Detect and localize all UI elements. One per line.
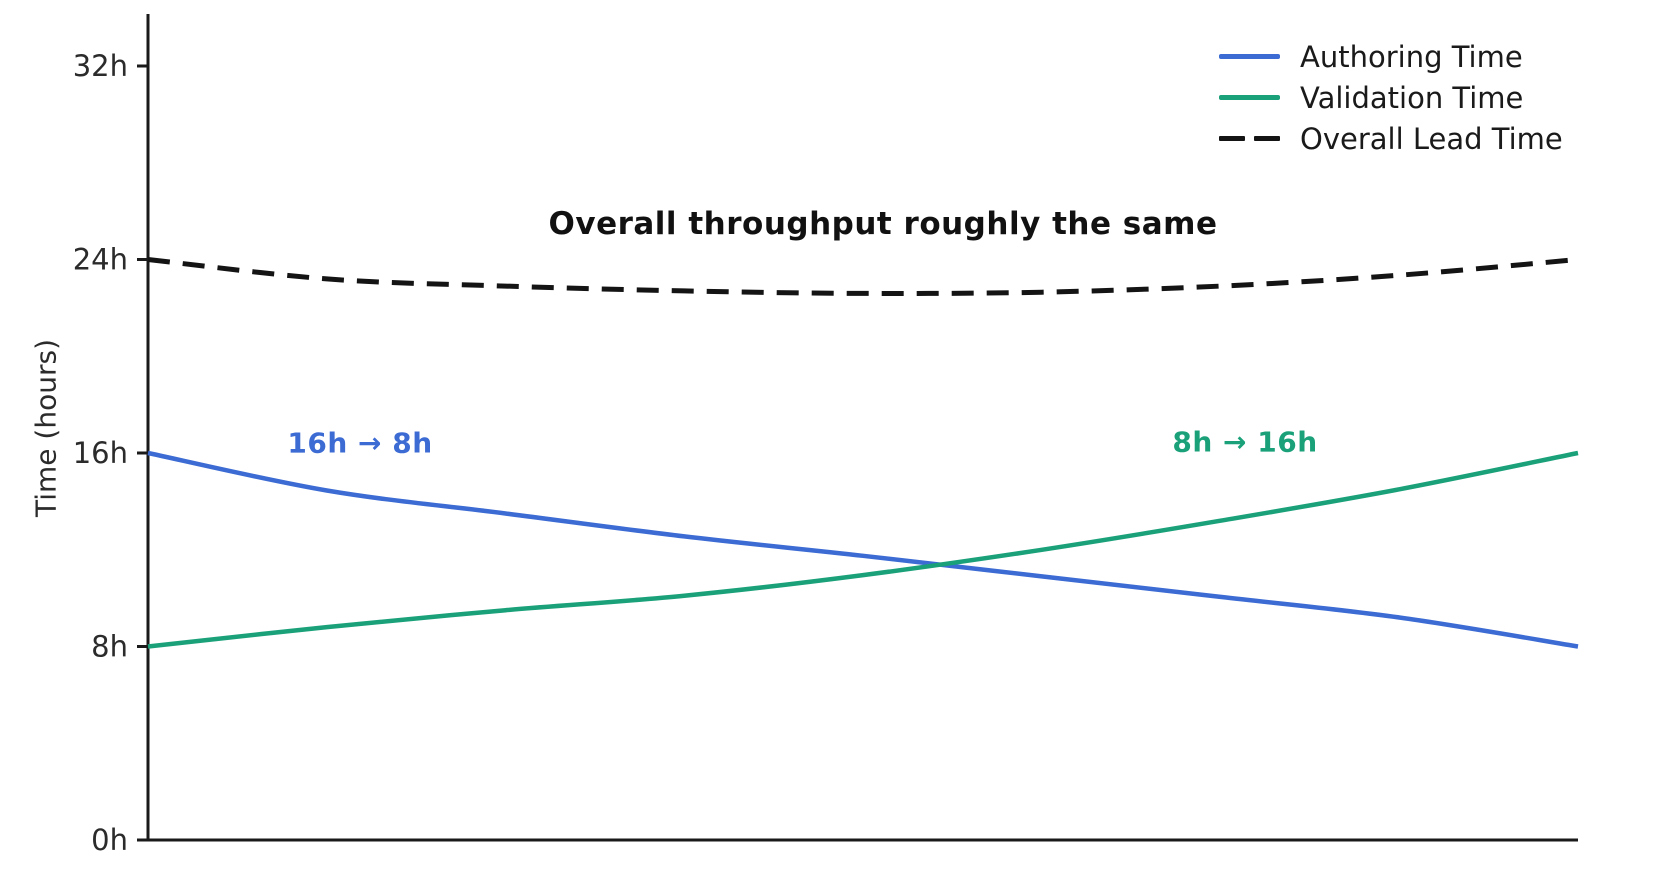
series-line-overall-lead-time <box>147 257 1579 296</box>
legend-label-validation: Validation Time <box>1300 80 1524 115</box>
legend-dash-swatch-overall <box>1219 136 1280 141</box>
y-tick-label: 8h <box>91 630 128 664</box>
annotation-authoring-change: 16h → 8h <box>287 426 433 460</box>
series-line-validation-time <box>147 450 1579 649</box>
y-tick-label: 16h <box>73 436 128 470</box>
y-tick-label: 24h <box>73 243 128 277</box>
y-axis-title: Time (hours) <box>29 339 63 517</box>
legend: Authoring Time Validation Time Overall L… <box>1219 36 1563 159</box>
legend-label-authoring: Authoring Time <box>1300 39 1523 74</box>
legend-item-validation: Validation Time <box>1219 77 1563 118</box>
annotation-overall-throughput: Overall throughput roughly the same <box>548 206 1218 242</box>
legend-item-authoring: Authoring Time <box>1219 36 1563 77</box>
series-line-authoring-time <box>147 450 1579 649</box>
legend-line-swatch-authoring <box>1219 54 1280 59</box>
y-tick-label: 32h <box>73 49 128 83</box>
legend-line-swatch-validation <box>1219 95 1280 100</box>
annotation-validation-change: 8h → 16h <box>1172 425 1318 459</box>
legend-label-overall: Overall Lead Time <box>1300 121 1563 156</box>
y-tick-label: 0h <box>91 823 128 857</box>
legend-item-overall: Overall Lead Time <box>1219 118 1563 159</box>
